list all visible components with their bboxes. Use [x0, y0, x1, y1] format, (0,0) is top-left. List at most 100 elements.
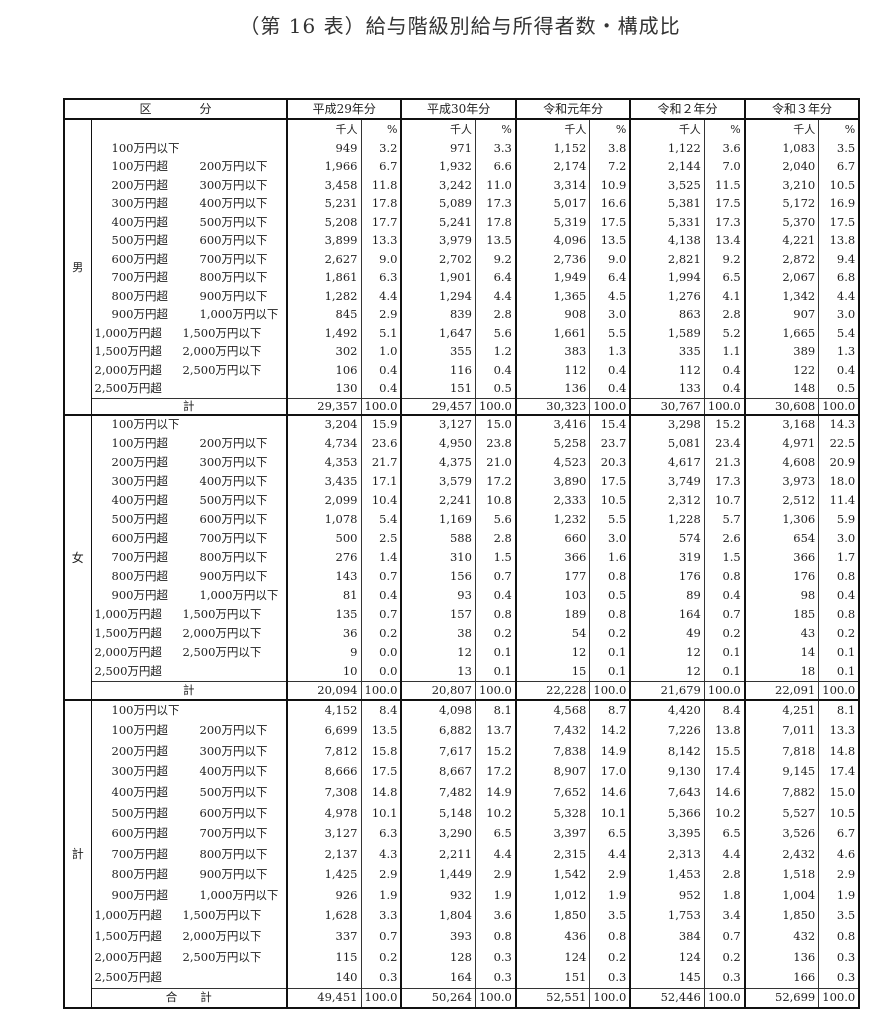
count-cell: 10: [287, 662, 362, 681]
table-row: 2,000万円超 2,500万円以下 115 0.2 128 0.3 124 0.2 124 0.…: [64, 947, 861, 968]
percent-cell: 0.3: [361, 967, 403, 989]
count-cell: 7,643: [630, 782, 705, 803]
total-percent: 100.0: [704, 987, 746, 1010]
count-cell: 124: [515, 947, 591, 968]
table-row: 200万円超 300万円以下 4,353 21.7 4,375 21.0 4,523 20.3…: [64, 453, 861, 472]
percent-cell: 5.9: [818, 510, 861, 529]
count-cell: 136: [515, 379, 591, 398]
count-cell: 7,838: [515, 741, 591, 762]
percent-cell: 5.6: [475, 324, 517, 343]
count-cell: 337: [287, 926, 362, 948]
count-cell: 1,342: [744, 287, 820, 306]
percent-cell: 3.5: [589, 905, 632, 927]
count-cell: 1,753: [630, 905, 705, 927]
count-cell: 5,370: [744, 213, 820, 232]
table-row: 2,000万円超 2,500万円以下 9 0.0 12 0.1 12 0.1 12 0.1 14 0.…: [64, 643, 861, 662]
table-row: 400万円超 500万円以下 7,308 14.8 7,482 14.9 7,652 14.6…: [64, 782, 861, 803]
percent-cell: 11.8: [361, 176, 403, 195]
count-cell: 3,298: [630, 415, 705, 434]
count-cell: 3,749: [630, 472, 705, 491]
percent-cell: 6.5: [589, 823, 632, 845]
count-cell: 3,397: [515, 823, 591, 845]
table-row: 300万円超 400万円以下 3,435 17.1 3,579 17.2 3,890 17.5…: [64, 472, 861, 491]
percent-cell: 3.0: [818, 529, 861, 548]
bracket-from: 700万円超: [111, 270, 168, 284]
table-row: 600万円超 700万円以下 3,127 6.3 3,290 6.5 3,397 6.5 3,3…: [64, 823, 861, 845]
count-cell: 7,011: [744, 720, 820, 742]
count-cell: 4,608: [744, 453, 820, 472]
percent-cell: 11.4: [818, 491, 861, 510]
count-cell: 1,152: [515, 139, 591, 158]
count-cell: 2,313: [630, 844, 705, 865]
percent-cell: 17.5: [361, 761, 403, 783]
count-cell: 3,127: [287, 823, 362, 845]
bracket-from: 200万円超: [111, 177, 168, 192]
count-cell: 839: [401, 305, 476, 324]
percent-cell: 0.0: [361, 662, 403, 681]
count-cell: 366: [744, 548, 820, 567]
count-cell: 6,882: [401, 720, 476, 742]
count-cell: 122: [744, 361, 820, 380]
percent-cell: 5.7: [704, 510, 746, 529]
bracket-from: 1,000万円超: [94, 325, 162, 340]
percent-cell: 0.8: [475, 605, 517, 624]
count-cell: 1,850: [744, 905, 820, 927]
count-cell: 1,306: [744, 510, 820, 529]
count-cell: 276: [287, 548, 362, 567]
total-percent: 100.0: [589, 397, 632, 416]
count-cell: 4,152: [287, 700, 362, 721]
bracket-label: 2,500万円超: [91, 662, 288, 681]
table-row: 計 100万円以下 4,152 8.4 4,098 8.1 4,568 8.7 4,420 8.4…: [64, 700, 861, 1010]
percent-cell: 16.9: [818, 194, 861, 213]
bracket-from: 700万円超: [111, 549, 168, 564]
percent-cell: 3.5: [818, 139, 861, 158]
percent-cell: 0.4: [361, 379, 403, 398]
percent-cell: 14.9: [589, 741, 632, 762]
percent-cell: 4.6: [818, 844, 861, 865]
percent-cell: 0.8: [818, 605, 861, 624]
count-cell: 1,804: [401, 905, 476, 927]
total-percent: 100.0: [704, 680, 746, 701]
count-cell: 1,661: [515, 324, 591, 343]
count-cell: 5,366: [630, 802, 705, 824]
bracket-from: 1,500万円超: [94, 929, 162, 944]
total-count: 21,679: [630, 680, 705, 701]
bracket-to: 400万円以下: [199, 473, 268, 488]
percent-cell: 14.3: [818, 415, 861, 434]
table-row: 400万円超 500万円以下 2,099 10.4 2,241 10.8 2,333 10.5…: [64, 491, 861, 510]
percent-cell: 4.4: [361, 287, 403, 306]
total-percent: 100.0: [704, 397, 746, 416]
percent-cell: 4.4: [589, 844, 632, 865]
table-row: 1,500万円超 2,000万円以下 302 1.0 355 1.2 383 1.3 335 1.…: [64, 342, 861, 361]
bracket-to: 1,000万円以下: [199, 587, 279, 602]
table-row: 女 100万円以下 3,204 15.9 3,127 15.0 3,416 15.4 3,298…: [64, 415, 861, 701]
unit-count: 千人: [401, 119, 476, 139]
percent-cell: 15.4: [589, 415, 632, 434]
count-cell: 384: [630, 926, 705, 948]
bracket-label: 200万円超 300万円以下: [91, 176, 288, 195]
count-cell: 3,435: [287, 472, 362, 491]
bracket-to: 200万円以下: [199, 723, 268, 738]
count-cell: 128: [401, 947, 476, 968]
table-row: 900万円超 1,000万円以下 845 2.9 839 2.8 908 3.0 863 2.8 9…: [64, 305, 861, 324]
bracket-from: 900万円超: [111, 587, 168, 602]
bracket-from: 800万円超: [111, 867, 168, 882]
count-cell: 1,542: [515, 864, 591, 886]
count-cell: 136: [744, 947, 820, 968]
table-row: 1,500万円超 2,000万円以下 337 0.7 393 0.8 436 0.8 384 0.…: [64, 926, 861, 948]
unit-percent: %: [589, 119, 632, 139]
table-row: 900万円超 1,000万円以下 81 0.4 93 0.4 103 0.5 89 0.4 98 0.…: [64, 586, 861, 605]
total-row: 合 計 49,451 100.0 50,264 100.0 52,551 100.0 52,4…: [64, 987, 861, 1010]
bracket-from: 300万円超: [111, 473, 168, 488]
count-cell: 5,381: [630, 194, 705, 213]
percent-cell: 3.3: [361, 905, 403, 927]
total-count: 30,323: [515, 397, 591, 416]
count-cell: 1,004: [744, 885, 820, 906]
count-cell: 2,736: [515, 250, 591, 269]
bracket-label: 800万円超 900万円以下: [91, 287, 288, 306]
count-cell: 166: [744, 967, 820, 989]
total-label: 計: [91, 397, 288, 416]
count-cell: 845: [287, 305, 362, 324]
count-cell: 1,365: [515, 287, 591, 306]
total-percent: 100.0: [818, 680, 861, 701]
